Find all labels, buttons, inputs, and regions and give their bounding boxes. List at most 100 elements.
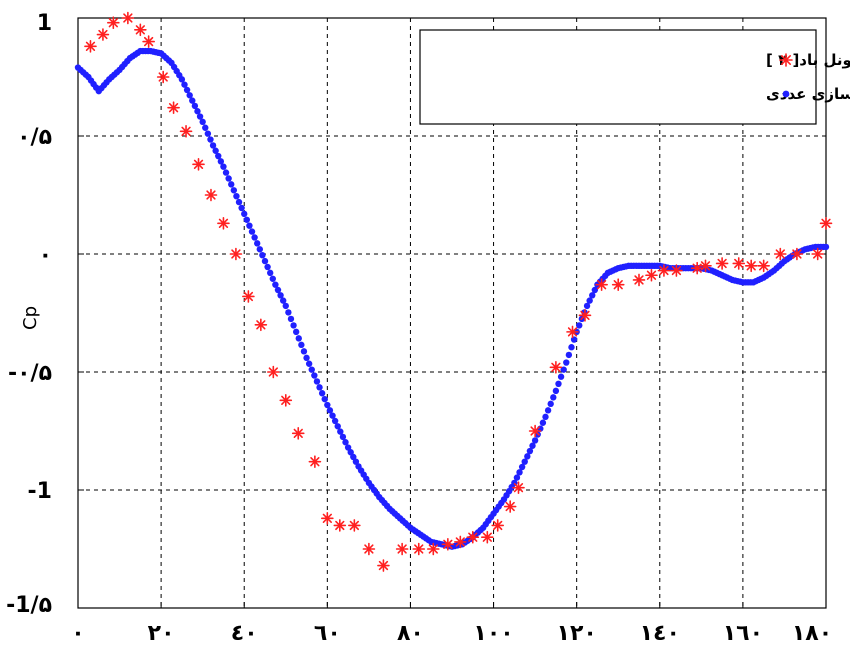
curve-dot [544,407,552,414]
curve-dot [350,453,357,461]
curve-dot [316,384,323,391]
data-point [503,500,517,513]
curve-dot [233,192,240,200]
y-axis-label: Cp [20,306,41,330]
legend-box [419,29,817,125]
data-point [209,142,217,149]
x-tick-label: ٤٠ [231,621,258,646]
curve-dot [256,246,264,253]
data-point [229,247,243,261]
data-point [179,124,193,138]
data-point [645,268,658,282]
curve-dot [565,351,573,359]
curve-dot [287,315,295,323]
data-point [481,530,494,544]
data-point [241,210,248,218]
curve-dot [238,204,245,212]
legend-marker [779,53,793,67]
data-point [204,188,218,202]
curve-dot [290,322,297,329]
data-point [251,234,258,241]
x-tick-label: ٢٠ [148,621,175,646]
data-point [632,273,646,287]
curve-dot [215,152,222,160]
curve-dot [266,269,274,277]
y-tick-label: 1 [37,11,52,36]
curve-dot [212,147,219,154]
curve-dot [550,394,557,401]
data-point [217,217,230,230]
curve-dot [308,366,315,373]
data-point [454,535,467,549]
curve-dot [526,447,534,455]
data-point [531,437,539,444]
curve-dot [321,395,328,403]
data-point [563,359,570,366]
curve-dot [207,136,214,143]
x-tick-label: ١٦٠ [723,621,763,646]
data-point [395,542,409,556]
data-point [178,76,186,83]
curve-dot [277,292,284,299]
x-tick-label: ٦٠ [314,621,341,646]
curve-dot [274,286,282,294]
curve-dot [264,263,271,271]
curve-dot [547,400,554,408]
curve-dot [568,344,575,351]
y-tick-labels: 1 ٠/۵ ٠ -٠/۵ -1 -1/۵ [6,11,52,618]
curve-dot [243,216,251,223]
curve-dot [516,469,523,476]
data-point [156,70,170,84]
x-tick-label: ١٨٠ [792,621,832,646]
data-point [279,394,293,407]
data-point [189,97,196,104]
curve-dot [228,181,235,188]
curve-dot [222,169,230,176]
data-point [142,35,155,48]
curve-dot [591,286,599,294]
data-point [819,217,833,230]
curve-dot [329,412,336,419]
y-tick-label: ٠/۵ [17,125,52,150]
curve-dot [181,81,188,88]
data-point [595,278,608,291]
data-point [715,257,729,270]
data-point [267,365,280,379]
y-tick-label: ٠ [39,243,52,268]
data-point [552,387,560,395]
curve-dot [524,453,531,460]
data-point [344,444,352,451]
data-point [549,360,563,374]
data-point [107,16,120,30]
data-point [84,40,97,53]
curve-dot [300,348,308,355]
data-point [242,290,255,303]
x-tick-label: ٨٠ [397,621,424,646]
curve-dot [191,102,199,110]
curve-dot [295,335,302,342]
data-point [313,378,321,385]
data-point [583,302,591,310]
data-point [220,163,227,170]
data-point [333,519,347,532]
data-point [542,413,549,421]
data-point [292,328,300,336]
data-point [254,318,268,332]
curve-dot [347,449,354,456]
x-tick-label: ١٠٠ [473,621,513,646]
data-point [811,247,824,261]
data-point [303,354,310,362]
curve-dot [285,309,292,316]
data-point [521,458,528,465]
data-point [362,542,376,556]
legend: نتایج حاصل از آزمایش تونل باد[ ٢ ] نتایج … [419,29,850,125]
data-point [96,28,110,41]
data-point [757,259,770,273]
legend-label: نتایج حاصل از آزمایش تونل باد[ ٢ ] [766,51,850,69]
curve-dot [560,366,567,373]
axes [77,17,827,609]
curve-dot [576,322,583,329]
curve-dot [298,341,305,349]
data-point [566,325,579,339]
data-point [512,481,525,494]
